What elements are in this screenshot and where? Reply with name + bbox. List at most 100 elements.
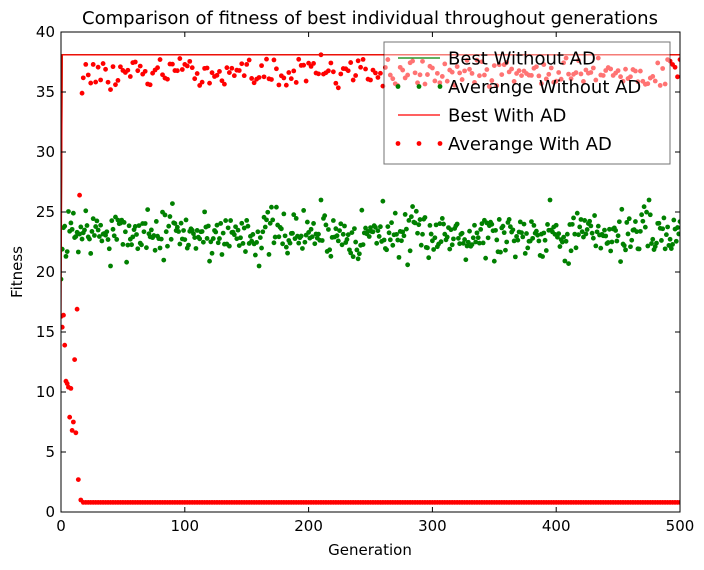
point-averange-without-ad (607, 226, 612, 232)
point-averange-without-ad (572, 231, 578, 237)
point-averange-with-ad (271, 57, 277, 63)
point-averange-with-ad (276, 82, 282, 88)
point-averange-without-ad (87, 236, 92, 242)
point-averange-with-ad (672, 64, 678, 70)
point-averange-without-ad (602, 227, 607, 233)
x-tick-label: 300 (418, 517, 447, 535)
point-averange-without-ad (290, 230, 295, 236)
point-averange-without-ad (63, 253, 69, 259)
point-averange-with-ad (556, 70, 562, 75)
point-averange-without-ad (234, 236, 240, 242)
point-averange-with-ad (177, 56, 183, 61)
point-averange-without-ad (257, 235, 263, 241)
point-averange-without-ad (98, 222, 104, 228)
point-averange-without-ad (425, 245, 430, 251)
point-averange-with-ad (400, 67, 406, 73)
point-averange-without-ad (451, 236, 456, 242)
point-averange-with-ad (259, 63, 264, 69)
point-averange-with-ad (69, 428, 75, 433)
point-averange-without-ad (416, 222, 422, 228)
point-averange-without-ad (494, 237, 500, 243)
point-averange-without-ad (406, 217, 412, 223)
point-averange-with-ad (135, 68, 141, 74)
point-averange-with-ad (77, 192, 82, 198)
point-averange-without-ad (413, 208, 419, 214)
point-averange-without-ad (375, 228, 381, 234)
point-averange-without-ad (665, 224, 671, 230)
point-averange-without-ad (511, 238, 517, 244)
point-averange-with-ad (449, 69, 455, 75)
point-averange-with-ad (368, 77, 373, 83)
point-averange-with-ad (90, 62, 96, 67)
point-averange-without-ad (530, 235, 536, 241)
point-averange-with-ad (677, 57, 680, 62)
point-averange-without-ad (166, 223, 172, 229)
point-averange-without-ad (125, 242, 131, 248)
point-averange-without-ad (302, 239, 308, 245)
point-averange-without-ad (667, 236, 673, 242)
point-averange-without-ad (603, 233, 609, 239)
point-averange-without-ad (304, 219, 310, 225)
point-averange-without-ad (197, 236, 203, 242)
point-averange-without-ad (223, 218, 229, 223)
point-averange-without-ad (447, 246, 453, 252)
point-averange-with-ad (281, 75, 287, 81)
point-averange-with-ad (474, 57, 480, 63)
point-averange-without-ad (389, 220, 394, 226)
point-averange-with-ad (64, 381, 70, 386)
point-averange-without-ad (399, 238, 404, 244)
point-averange-without-ad (376, 234, 382, 239)
point-averange-with-ad (541, 62, 547, 67)
point-averange-without-ad (77, 231, 82, 237)
point-averange-without-ad (422, 215, 428, 220)
point-averange-without-ad (491, 258, 497, 264)
point-averange-with-ad (125, 67, 131, 73)
point-averange-without-ad (266, 252, 272, 257)
point-averange-without-ad (605, 240, 611, 245)
point-averange-without-ad (337, 228, 342, 233)
point-averange-without-ad (387, 237, 393, 243)
point-averange-without-ad (333, 226, 339, 232)
point-averange-with-ad (454, 64, 460, 70)
point-averange-without-ad (192, 235, 198, 241)
point-averange-without-ad (308, 226, 314, 232)
point-averange-with-ad (358, 64, 363, 70)
point-averange-without-ad (217, 236, 222, 241)
point-averange-without-ad (641, 204, 647, 210)
point-averange-with-ad (543, 76, 549, 82)
point-averange-without-ad (500, 223, 506, 229)
point-averange-with-ad (174, 68, 180, 74)
point-averange-without-ad (183, 217, 189, 223)
legend-label: Averange Without AD (448, 77, 641, 98)
point-averange-without-ad (200, 239, 206, 245)
point-averange-without-ad (384, 247, 389, 253)
point-averange-without-ad (151, 233, 157, 238)
point-averange-without-ad (412, 220, 418, 226)
point-averange-without-ad (521, 221, 527, 227)
point-averange-without-ad (410, 204, 415, 209)
point-averange-with-ad (650, 74, 656, 79)
point-averange-with-ad (434, 70, 440, 76)
point-averange-without-ad (202, 209, 208, 215)
point-averange-with-ad (328, 60, 334, 66)
point-averange-without-ad (366, 234, 372, 239)
point-averange-without-ad (462, 237, 467, 242)
legend-swatch-dot (395, 84, 401, 89)
point-averange-with-ad (405, 72, 411, 78)
point-averange-without-ad (114, 237, 120, 242)
point-averange-with-ad (113, 82, 118, 88)
point-averange-with-ad (467, 66, 472, 72)
point-averange-with-ad (72, 357, 78, 362)
point-averange-without-ad (265, 209, 271, 215)
point-averange-without-ad (323, 222, 329, 228)
point-averange-without-ad (431, 247, 437, 252)
point-averange-with-ad (222, 81, 227, 87)
point-averange-with-ad (457, 70, 463, 76)
point-averange-with-ad (74, 306, 80, 312)
point-averange-without-ad (139, 242, 144, 248)
point-averange-without-ad (345, 232, 351, 238)
point-averange-with-ad (489, 78, 495, 83)
point-averange-without-ad (348, 250, 354, 256)
point-averange-with-ad (142, 68, 148, 74)
point-averange-without-ad (148, 227, 154, 233)
